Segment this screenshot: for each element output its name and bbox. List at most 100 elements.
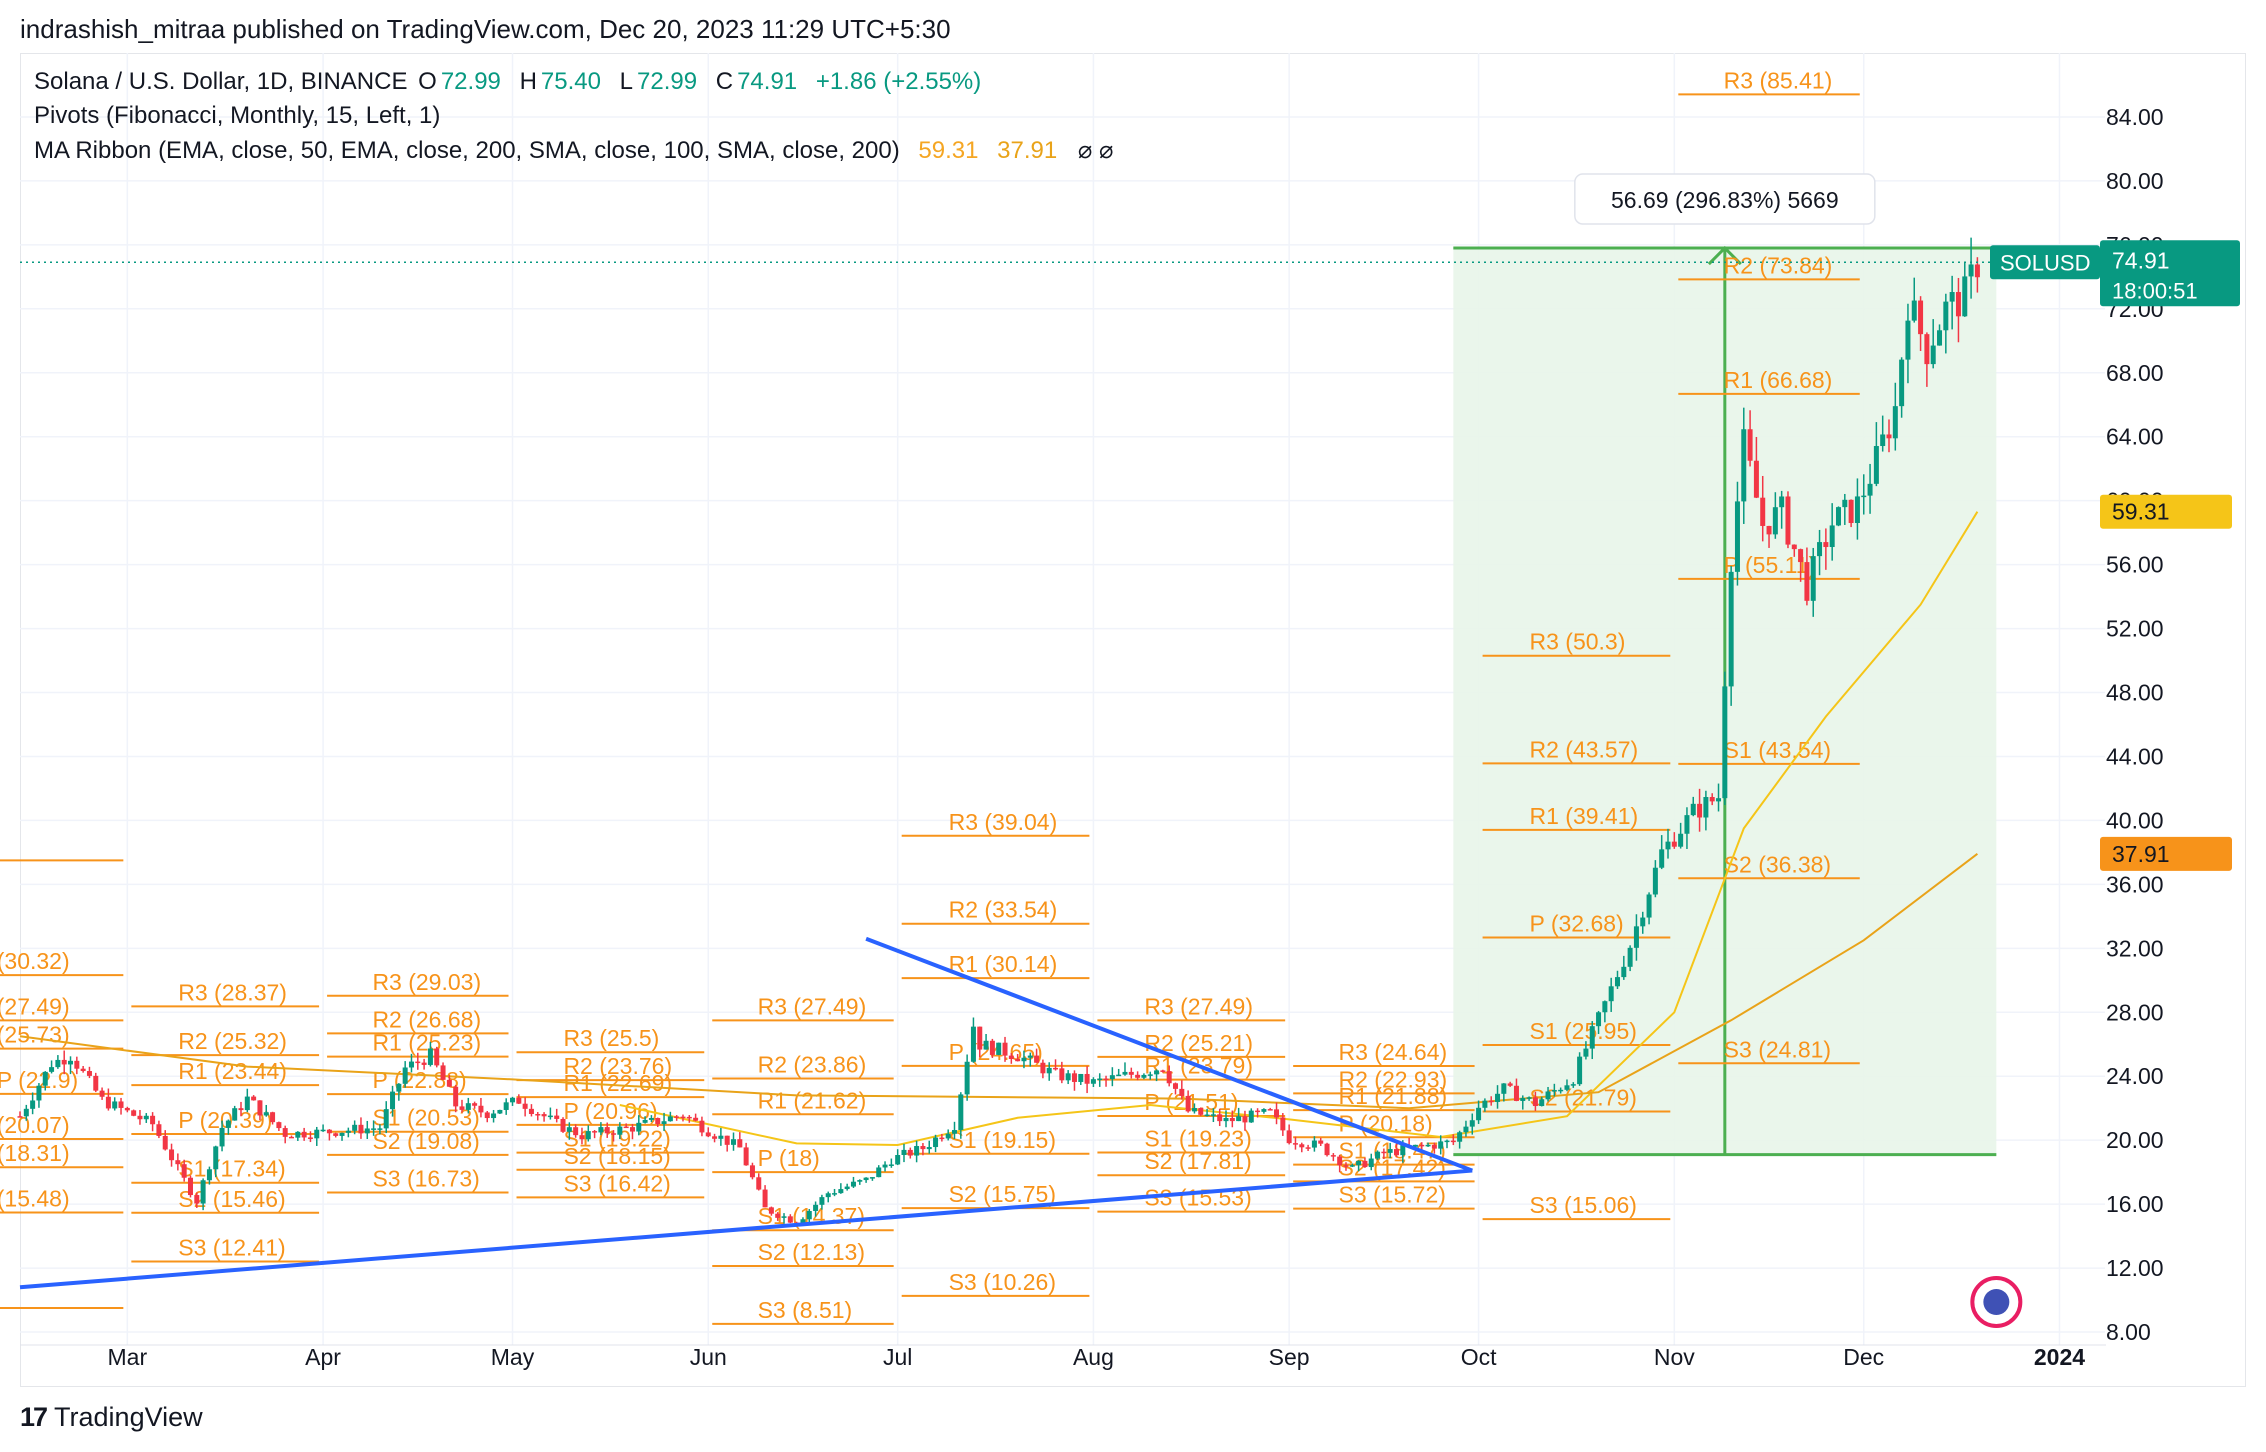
candle-body <box>1305 1147 1311 1149</box>
candle-body <box>1299 1144 1305 1148</box>
y-tick-label: 28.00 <box>2106 999 2164 1025</box>
candle-body <box>680 1116 686 1119</box>
candle-body <box>1614 977 1620 987</box>
candle-body <box>1210 1114 1216 1116</box>
candle-body <box>1848 499 1854 524</box>
candle-body <box>996 1042 1002 1055</box>
candle-body <box>1804 562 1810 601</box>
pivot-label: S1 (17.34) <box>178 1156 285 1182</box>
candle-body <box>1078 1073 1084 1082</box>
pivot-label: S3 (15.06) <box>1530 1192 1637 1218</box>
candle-body <box>1690 803 1696 816</box>
pivot-label: R2 (33.54) <box>949 897 1058 923</box>
candle-body <box>1469 1120 1475 1127</box>
candle-body <box>787 1216 793 1223</box>
candle-body <box>1330 1155 1336 1157</box>
candle-body <box>528 1108 534 1115</box>
candle-body <box>1602 1001 1608 1013</box>
candle-body <box>1817 542 1823 557</box>
candle-body <box>415 1061 421 1064</box>
candle-body <box>1362 1160 1368 1168</box>
candle-body <box>1292 1143 1298 1145</box>
pivot-label: R1 (23.44) <box>178 1058 287 1084</box>
candle-body <box>326 1129 332 1134</box>
candle-body <box>1513 1085 1519 1101</box>
candle-body <box>1381 1151 1387 1154</box>
candle-body <box>560 1118 566 1132</box>
candle-body <box>604 1127 610 1134</box>
candle-body <box>1431 1144 1437 1149</box>
chart-frame[interactable] <box>20 53 2246 1387</box>
candle-body <box>1065 1073 1071 1081</box>
pivot-label: S2 (12.13) <box>758 1239 865 1265</box>
tradingview-logo[interactable]: 17 TradingView <box>20 1402 203 1433</box>
candle-body <box>30 1100 36 1109</box>
tradingview-brand: TradingView <box>54 1402 203 1432</box>
pivot-label: S1 (19.15) <box>949 1127 1056 1153</box>
pivot-label: R3 (27.49) <box>758 993 867 1019</box>
candle-body <box>863 1177 869 1181</box>
x-tick-label: May <box>491 1344 535 1370</box>
y-tick-label: 80.00 <box>2106 168 2164 194</box>
candle-body <box>1147 1074 1153 1076</box>
y-tick-label: 32.00 <box>2106 935 2164 961</box>
candle-body <box>1002 1042 1008 1056</box>
candle-body <box>1021 1057 1027 1062</box>
candle-body <box>655 1118 661 1125</box>
candle-body <box>510 1097 516 1103</box>
trendlines[interactable] <box>19 936 1473 1290</box>
symbol-badge <box>1990 245 2100 280</box>
candle-body <box>522 1103 528 1109</box>
candle-body <box>1823 542 1829 548</box>
pivot-label: R1 (25.23) <box>372 1030 481 1056</box>
candle-body <box>1684 815 1690 834</box>
candle-body <box>402 1067 408 1084</box>
candle-body <box>699 1120 705 1133</box>
x-tick-label: Oct <box>1461 1344 1497 1370</box>
candle-body <box>1532 1097 1538 1107</box>
candle-body <box>1185 1095 1191 1112</box>
candle-body <box>383 1109 389 1129</box>
flag-icon <box>1983 1289 2010 1315</box>
candle-body <box>661 1121 667 1125</box>
legend-symbol-line: Solana / U.S. Dollar, 1D, BINANCE O 72.99… <box>34 68 982 95</box>
pivot-label: S3 (16.42) <box>563 1170 670 1196</box>
candle-body <box>270 1112 276 1123</box>
candle-body <box>175 1160 181 1165</box>
ma-axis-value: 59.31 <box>2112 499 2170 525</box>
x-tick-label: Mar <box>108 1344 148 1370</box>
pivot-label: S3 (24.81) <box>1724 1036 1831 1062</box>
candle-body <box>390 1091 396 1110</box>
candle-body <box>724 1135 730 1145</box>
candle-body <box>762 1189 768 1208</box>
pivot-label: R3 (29.03) <box>372 969 481 995</box>
candle-body <box>1785 496 1791 545</box>
candle-body <box>478 1105 484 1113</box>
hidden-plot-icons[interactable]: ⌀ ⌀ <box>1077 137 1114 164</box>
candle-body <box>1337 1156 1343 1166</box>
candle-body <box>1728 571 1734 687</box>
candle-body <box>1280 1117 1286 1131</box>
candle-body <box>516 1097 522 1104</box>
candle-body <box>1539 1099 1545 1107</box>
candle-body <box>1905 320 1911 360</box>
candle-body <box>1419 1144 1425 1147</box>
candle-body <box>1097 1078 1103 1081</box>
candle-body <box>800 1219 806 1225</box>
legend-ma-ribbon[interactable]: MA Ribbon (EMA, close, 50, EMA, close, 2… <box>34 136 1117 165</box>
candle-body <box>276 1122 282 1129</box>
legend-ma-value-2: 37.91 <box>997 137 1058 164</box>
candle-body <box>731 1139 737 1145</box>
measure-label: 56.69 (296.83%) 5669 <box>1611 187 1839 213</box>
candle-body <box>920 1146 926 1150</box>
candle-body <box>1495 1093 1501 1102</box>
candle-body <box>1766 525 1772 535</box>
candle-body <box>484 1112 490 1119</box>
candle-body <box>1368 1158 1374 1168</box>
candle-body <box>1463 1126 1469 1133</box>
y-tick-label: 20.00 <box>2106 1127 2164 1153</box>
legend-pivots[interactable]: Pivots (Fibonacci, Monthly, 15, Left, 1) <box>34 102 441 129</box>
candle-body <box>1109 1075 1115 1080</box>
candle-body <box>1842 499 1848 508</box>
